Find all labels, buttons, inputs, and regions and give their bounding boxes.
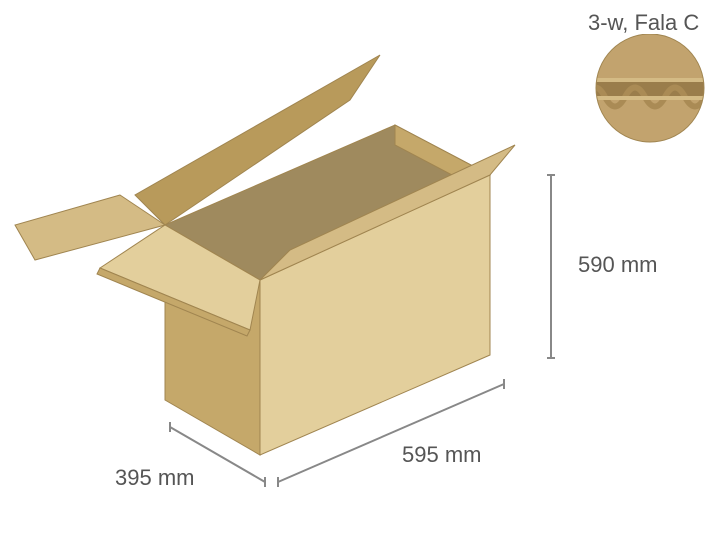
width-label: 395 mm [115,465,194,491]
spec-label: 3-w, Fala C [588,10,699,36]
corrugation-detail [590,34,710,154]
height-label: 590 mm [578,252,657,278]
length-label: 595 mm [402,442,481,468]
